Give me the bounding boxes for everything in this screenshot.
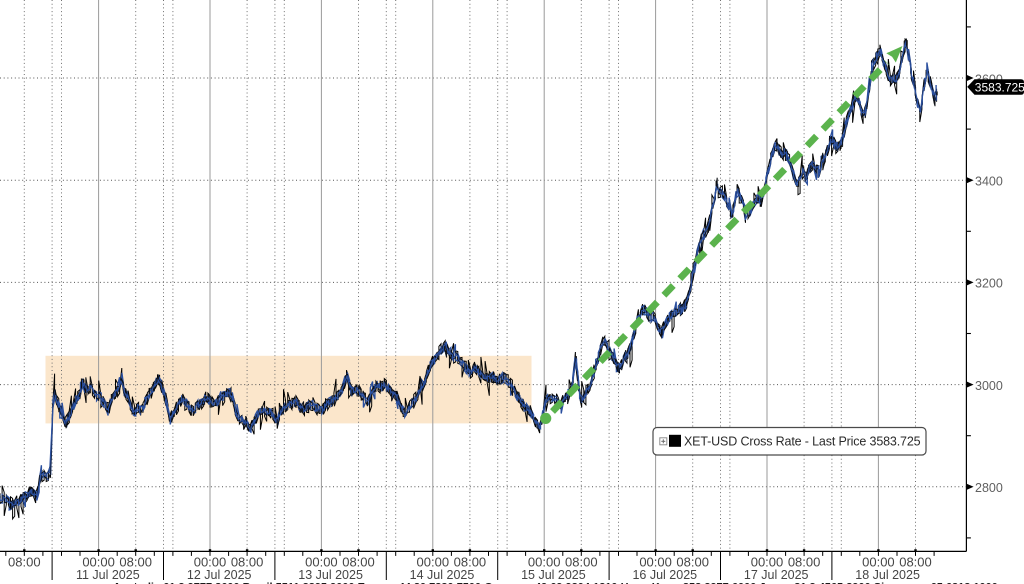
svg-text:00:00: 00:00 xyxy=(305,555,338,570)
svg-text:12 Jul 2025: 12 Jul 2025 xyxy=(187,568,252,582)
svg-text:18 Jul 2025: 18 Jul 2025 xyxy=(855,568,920,582)
svg-text:2800: 2800 xyxy=(975,481,1003,495)
svg-text:3000: 3000 xyxy=(975,379,1003,393)
svg-text:08:00: 08:00 xyxy=(899,555,932,570)
svg-text:08:00: 08:00 xyxy=(788,555,821,570)
svg-text:Australia 61 2 9777 8600 Brazi: Australia 61 2 9777 8600 Brazil 5511 239… xyxy=(113,582,998,584)
svg-text:17 Jul 2025: 17 Jul 2025 xyxy=(744,568,809,582)
svg-text:00:00: 00:00 xyxy=(862,555,895,570)
svg-text:00:00: 00:00 xyxy=(82,555,115,570)
svg-text:08:00: 08:00 xyxy=(454,555,487,570)
svg-text:00:00: 00:00 xyxy=(417,555,450,570)
svg-text:00:00: 00:00 xyxy=(194,555,227,570)
svg-text:08:00: 08:00 xyxy=(565,555,598,570)
svg-text:00:00: 00:00 xyxy=(639,555,672,570)
svg-text:15 Jul 2025: 15 Jul 2025 xyxy=(521,568,586,582)
svg-text:08:00: 08:00 xyxy=(119,555,152,570)
svg-text:11 Jul 2025: 11 Jul 2025 xyxy=(76,568,140,582)
svg-text:08:00: 08:00 xyxy=(231,555,264,570)
svg-text:14 Jul 2025: 14 Jul 2025 xyxy=(410,568,475,582)
svg-text:XET-USD Cross Rate - Last Pric: XET-USD Cross Rate - Last Price 3583.725 xyxy=(684,435,921,449)
svg-text:08:00: 08:00 xyxy=(8,555,41,570)
svg-text:13 Jul 2025: 13 Jul 2025 xyxy=(298,568,363,582)
svg-text:3400: 3400 xyxy=(975,175,1003,189)
svg-text:00:00: 00:00 xyxy=(528,555,561,570)
svg-text:3200: 3200 xyxy=(975,277,1003,291)
svg-text:3583.725: 3583.725 xyxy=(975,80,1024,94)
svg-text:08:00: 08:00 xyxy=(676,555,709,570)
svg-text:16 Jul 2025: 16 Jul 2025 xyxy=(632,568,697,582)
svg-text:00:00: 00:00 xyxy=(751,555,784,570)
svg-text:08:00: 08:00 xyxy=(342,555,375,570)
